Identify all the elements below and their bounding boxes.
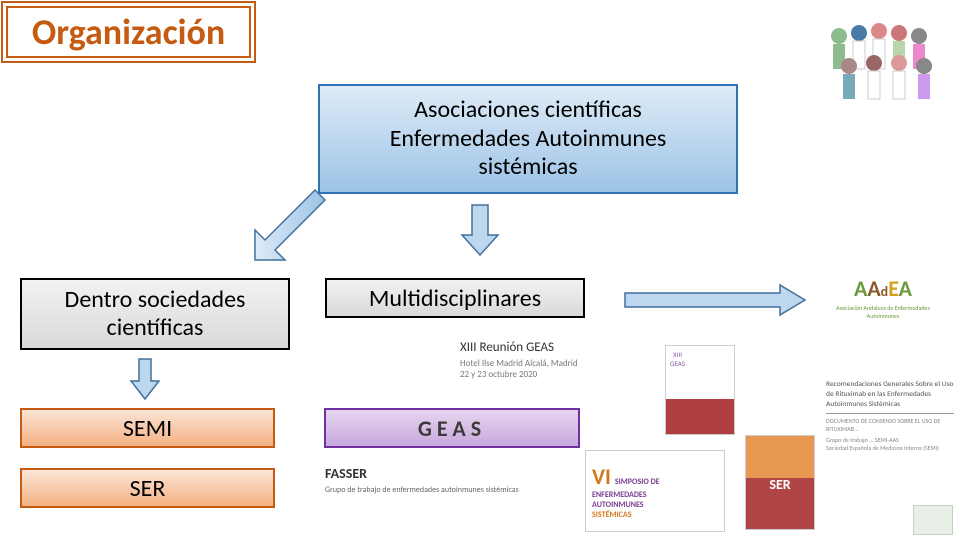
top-line3: sistémicas [478, 153, 577, 182]
partial-image-bottom-right [913, 505, 953, 535]
semi-text: SEMI [123, 414, 172, 443]
ser-box: SER [20, 468, 275, 508]
team-illustration [815, 6, 953, 106]
geas-box: GEAS [324, 408, 580, 448]
top-line2: Enfermedades Autoinmunes [390, 125, 667, 154]
aaea-caption: Asociación Andaluza de Enfermedades Auto… [820, 304, 946, 320]
fasser-sub: Grupo de trabajo de enfermedades autoinm… [325, 485, 519, 495]
ser-brochure-image: SER [745, 435, 815, 530]
title-box: Organización [6, 6, 251, 58]
reunion-sub1: Hotel Ilse Madrid Alcalá, Madrid [460, 358, 578, 369]
left-line2: científicas [107, 314, 204, 342]
top-line1: Asociaciones científicas [414, 96, 642, 125]
recommendations-block: Recomendaciones Generales Sobre el Uso d… [826, 380, 954, 452]
arrow-top-to-mid [455, 200, 505, 260]
simposio-num: VI [592, 463, 611, 490]
semi-box: SEMI [20, 408, 275, 448]
top-associations-box: Asociaciones científicas Enfermedades Au… [318, 84, 738, 194]
aaea-logo: AAdEA Asociación Andaluza de Enfermedade… [818, 260, 948, 335]
recom-l2: de Rituximab en las Enfermedades [826, 390, 954, 400]
ser-text: SER [130, 474, 166, 503]
reunion-sub2: 22 y 23 octubre 2020 [460, 369, 578, 380]
simposio-l2: SIMPOSIO DE [615, 477, 660, 487]
simposio-image: VI SIMPOSIO DE ENFERMEDADES AUTOINMUNES … [585, 450, 725, 532]
recom-l3: Autoinmunes Sistémicas [826, 400, 954, 410]
fasser-title: FASSER [325, 465, 519, 482]
multidisciplinary-box: Multidisciplinares [325, 278, 585, 318]
reunion-geas-text: XIII Reunión GEAS Hotel Ilse Madrid Alca… [460, 340, 578, 380]
mid-text: Multidisciplinares [369, 284, 541, 313]
title-text: Organización [32, 10, 225, 54]
ser-brochure-label: SER [769, 476, 790, 493]
within-societies-box: Dentro sociedades científicas [20, 278, 290, 350]
recom-l1: Recomendaciones Generales Sobre el Uso [826, 380, 954, 390]
geas-text: GEAS [418, 415, 486, 442]
geas-book-image: XIIIGEAS [665, 345, 735, 435]
simposio-l4: AUTOINMUNES [592, 500, 644, 510]
reunion-title: XIII Reunión GEAS [460, 340, 578, 355]
simposio-l5: SISTÉMICAS [592, 510, 631, 520]
fasser-block: FASSER Grupo de trabajo de enfermedades … [325, 465, 519, 495]
arrow-top-to-left [230, 180, 330, 270]
arrow-left-down [125, 355, 165, 403]
simposio-l3: ENFERMEDADES [592, 490, 647, 500]
arrow-mid-to-right [620, 280, 810, 320]
left-line1: Dentro sociedades [65, 286, 246, 314]
